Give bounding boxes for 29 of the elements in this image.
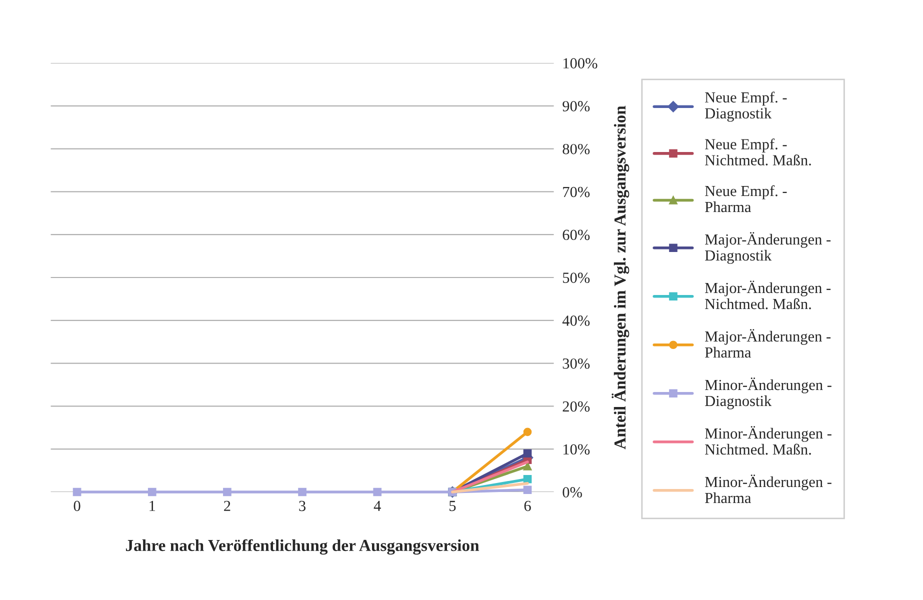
y-axis-title: Anteil Änderungen im Vgl. zur Ausgangsversion	[612, 106, 630, 450]
legend-label: Minor-Änderungen - Diagnostik	[705, 378, 832, 410]
legend-label: Neue Empf. - Diagnostik	[705, 92, 787, 122]
x-tick-label: 5	[450, 500, 456, 512]
legend-label: Major-Änderungen - Diagnostik	[705, 232, 831, 264]
legend-label: Minor-Änderungen - Nichtmed. Maßn.	[705, 426, 832, 455]
y-tick-label: 50%	[563, 272, 590, 283]
legend-label: Major-Änderungen - Pharma	[705, 329, 831, 358]
y-tick-label: 100%	[563, 58, 598, 68]
x-tick-label: 0	[74, 500, 80, 512]
legend-label: Minor-Änderungen - Pharma	[705, 474, 832, 504]
y-tick-label: 70%	[563, 186, 590, 198]
legend-label: Major-Änderungen - Nichtmed. Maßn.	[705, 280, 831, 310]
x-tick-label: 2	[224, 500, 230, 511]
y-tick-label: 0%	[562, 487, 582, 498]
y-tick-label: 60%	[562, 230, 590, 240]
y-tick-label: 40%	[562, 316, 590, 326]
x-axis-title: Jahre nach Veröffentlichung der Ausgangsversion	[126, 539, 480, 555]
x-tick-label: 4	[374, 500, 381, 511]
y-tick-label: 20%	[562, 401, 590, 412]
y-tick-label: 90%	[562, 101, 590, 112]
legend-label: Neue Empf. - Pharma	[705, 185, 787, 212]
x-tick-label: 6	[524, 500, 531, 512]
y-tick-label: 10%	[563, 444, 590, 455]
x-tick-label: 1	[150, 500, 156, 511]
legend-label: Neue Empf. - Nichtmed. Maßn.	[705, 138, 811, 166]
y-tick-label: 80%	[562, 144, 590, 154]
x-tick-label: 3	[299, 500, 306, 512]
y-tick-label: 30%	[562, 358, 590, 369]
